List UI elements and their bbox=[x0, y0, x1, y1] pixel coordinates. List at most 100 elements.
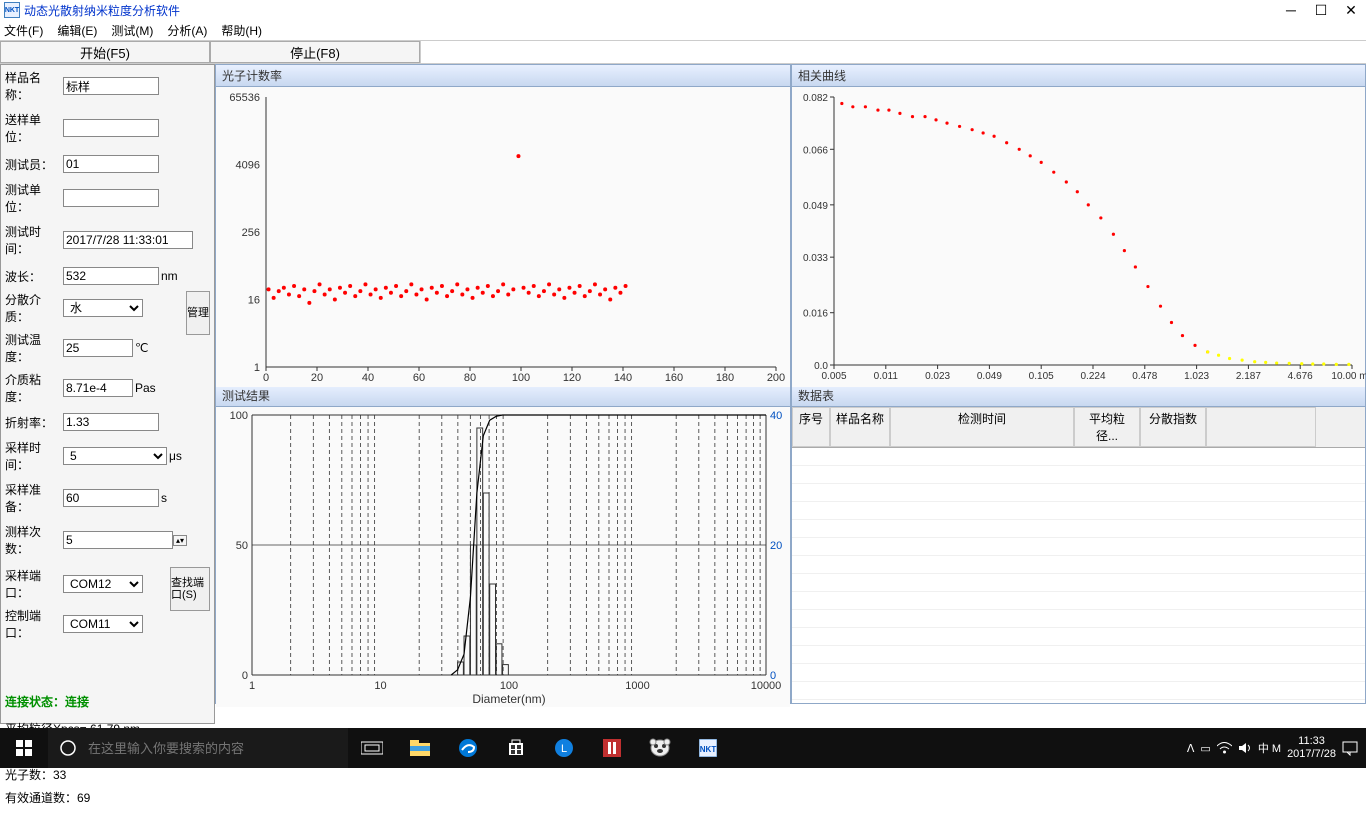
svg-text:256: 256 bbox=[242, 227, 260, 239]
svg-text:1: 1 bbox=[254, 362, 260, 374]
svg-text:1000: 1000 bbox=[625, 680, 649, 692]
app4-icon[interactable]: NKT bbox=[684, 728, 732, 768]
tray-clock[interactable]: 11:33 2017/7/28 bbox=[1287, 735, 1336, 761]
maximize-button[interactable]: ☐ bbox=[1306, 0, 1336, 20]
menu-help[interactable]: 帮助(H) bbox=[221, 22, 262, 39]
app3-icon[interactable] bbox=[636, 728, 684, 768]
tray-network-icon[interactable]: ▭ bbox=[1200, 742, 1210, 755]
svg-text:16: 16 bbox=[248, 295, 260, 307]
select-sample-port[interactable]: COM12 bbox=[63, 575, 143, 593]
svg-text:20: 20 bbox=[311, 372, 323, 384]
menu-edit[interactable]: 编辑(E) bbox=[57, 22, 97, 39]
input-refractive[interactable] bbox=[63, 413, 159, 431]
svg-text:140: 140 bbox=[614, 372, 632, 384]
readout-channels: 有效通道数：69 bbox=[5, 789, 210, 806]
col-avg-diameter[interactable]: 平均粒径... bbox=[1074, 407, 1140, 447]
input-viscosity[interactable] bbox=[63, 379, 133, 397]
input-send-unit[interactable] bbox=[63, 119, 159, 137]
select-control-port[interactable]: COM11 bbox=[63, 615, 143, 633]
correlation-panel: 相关曲线 0.00.0160.0330.0490.0660.0820.0050.… bbox=[791, 64, 1366, 384]
select-sample-time[interactable]: 5 bbox=[63, 447, 167, 465]
input-sample-name[interactable] bbox=[63, 77, 159, 95]
unit-wavelength: nm bbox=[161, 269, 178, 283]
photon-rate-chart: 1162564096655360204060801001201401601802… bbox=[216, 87, 790, 387]
edge-icon[interactable] bbox=[444, 728, 492, 768]
close-button[interactable]: ✕ bbox=[1336, 0, 1366, 20]
svg-text:Diameter(nm): Diameter(nm) bbox=[472, 692, 545, 706]
windows-taskbar: L NKT ᐱ ▭ 中 M 11:33 2017/7/28 bbox=[0, 728, 1366, 768]
col-dispersion[interactable]: 分散指数 bbox=[1140, 407, 1206, 447]
datatable-body[interactable] bbox=[792, 448, 1365, 703]
taskview-icon[interactable] bbox=[348, 728, 396, 768]
input-wavelength[interactable] bbox=[63, 267, 159, 285]
svg-text:100: 100 bbox=[500, 680, 518, 692]
tray-ime[interactable]: 中 M bbox=[1258, 740, 1281, 756]
svg-text:1: 1 bbox=[249, 680, 255, 692]
input-temperature[interactable] bbox=[63, 339, 133, 357]
input-sample-prep[interactable] bbox=[63, 489, 159, 507]
stop-button[interactable]: 停止(F8) bbox=[210, 41, 420, 63]
input-tester[interactable] bbox=[63, 155, 159, 173]
minimize-button[interactable]: ─ bbox=[1276, 0, 1306, 20]
datatable-panel: 数据表 序号 样品名称 检测时间 平均粒径... 分散指数 bbox=[791, 384, 1366, 704]
svg-text:120: 120 bbox=[563, 372, 581, 384]
menu-file[interactable]: 文件(F) bbox=[4, 22, 43, 39]
svg-text:0.224: 0.224 bbox=[1080, 371, 1105, 382]
input-test-unit[interactable] bbox=[63, 189, 159, 207]
lbl-tester: 测试员： bbox=[5, 156, 63, 173]
connection-status: 连接状态：连接 bbox=[5, 693, 210, 710]
svg-text:160: 160 bbox=[665, 372, 683, 384]
taskbar-search[interactable] bbox=[48, 728, 348, 768]
tray-notifications-icon[interactable] bbox=[1342, 740, 1358, 756]
input-test-time[interactable] bbox=[63, 231, 193, 249]
explorer-icon[interactable] bbox=[396, 728, 444, 768]
tray-chevron-icon[interactable]: ᐱ bbox=[1187, 742, 1195, 755]
col-test-time[interactable]: 检测时间 bbox=[890, 407, 1074, 447]
tray-wifi-icon[interactable] bbox=[1217, 742, 1232, 754]
spinner-test-count[interactable]: ▴▾ bbox=[173, 535, 187, 546]
menu-analysis[interactable]: 分析(A) bbox=[167, 22, 207, 39]
find-port-button[interactable]: 查找端口(S) bbox=[170, 567, 210, 611]
col-sample-name[interactable]: 样品名称 bbox=[830, 407, 890, 447]
param-sidebar: 样品名称： 送样单位： 测试员： 测试单位： 测试时间： 波长：nm 分散介质：… bbox=[0, 64, 215, 724]
app1-icon[interactable]: L bbox=[540, 728, 588, 768]
system-tray: ᐱ ▭ 中 M 11:33 2017/7/28 bbox=[1187, 735, 1366, 761]
store-icon[interactable] bbox=[492, 728, 540, 768]
menu-test[interactable]: 测试(M) bbox=[111, 22, 153, 39]
lbl-control-port: 控制端口： bbox=[5, 607, 63, 641]
svg-text:0.478: 0.478 bbox=[1132, 371, 1157, 382]
svg-text:80: 80 bbox=[464, 372, 476, 384]
svg-text:100: 100 bbox=[512, 372, 530, 384]
cortana-icon[interactable] bbox=[48, 739, 88, 757]
app2-icon[interactable] bbox=[588, 728, 636, 768]
lbl-wavelength: 波长： bbox=[5, 268, 63, 285]
select-dispersant[interactable]: 水 bbox=[63, 299, 143, 317]
svg-text:65536: 65536 bbox=[229, 92, 260, 104]
lbl-sample-name: 样品名称： bbox=[5, 69, 63, 103]
svg-text:10.00 ms: 10.00 ms bbox=[1331, 371, 1366, 382]
start-button[interactable]: 开始(F5) bbox=[0, 41, 210, 63]
svg-text:4096: 4096 bbox=[236, 160, 260, 172]
svg-text:NKT: NKT bbox=[700, 745, 717, 754]
svg-text:0.005: 0.005 bbox=[821, 371, 846, 382]
tray-sound-icon[interactable] bbox=[1238, 741, 1252, 755]
correlation-title: 相关曲线 bbox=[792, 65, 1365, 87]
start-button-icon[interactable] bbox=[0, 728, 48, 768]
svg-text:0.033: 0.033 bbox=[803, 253, 828, 264]
svg-text:10000: 10000 bbox=[751, 680, 782, 692]
svg-text:200: 200 bbox=[767, 372, 785, 384]
results-chart: 05010002040110100100010000Diameter(nm) bbox=[216, 407, 790, 707]
svg-text:10: 10 bbox=[374, 680, 386, 692]
taskbar-search-input[interactable] bbox=[88, 741, 338, 756]
svg-text:4.676: 4.676 bbox=[1288, 371, 1313, 382]
lbl-temperature: 测试温度： bbox=[5, 331, 63, 365]
correlation-chart: 0.00.0160.0330.0490.0660.0820.0050.0110.… bbox=[792, 87, 1365, 387]
svg-text:2.187: 2.187 bbox=[1236, 371, 1261, 382]
manage-button[interactable]: 管理 bbox=[186, 291, 210, 335]
unit-sample-prep: s bbox=[161, 491, 167, 505]
col-index[interactable]: 序号 bbox=[792, 407, 830, 447]
svg-text:40: 40 bbox=[362, 372, 374, 384]
input-test-count[interactable] bbox=[63, 531, 173, 549]
lbl-sample-time: 采样时间： bbox=[5, 439, 63, 473]
lbl-test-count: 测样次数： bbox=[5, 523, 63, 557]
